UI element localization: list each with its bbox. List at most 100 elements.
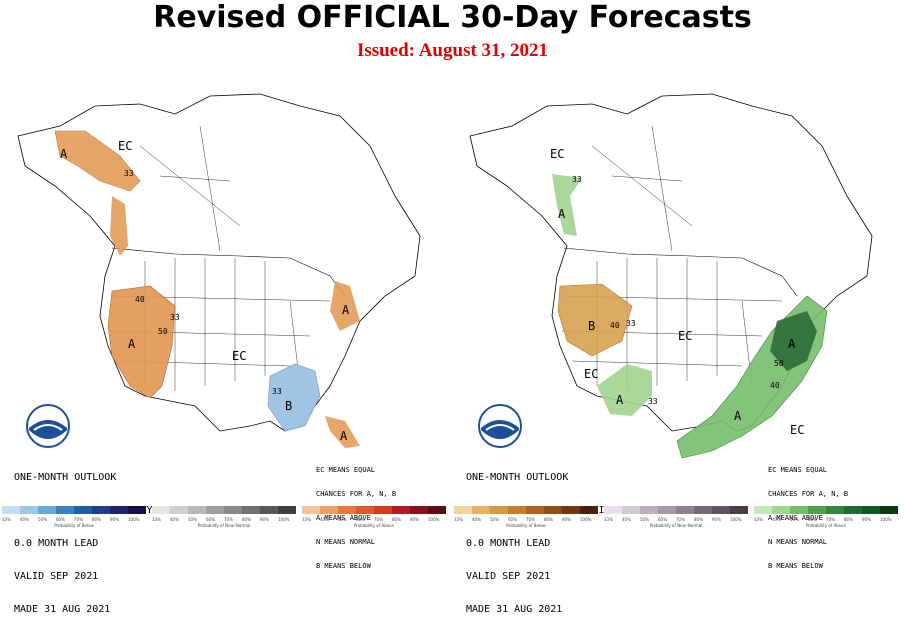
colorbar-tick: 50% — [640, 517, 649, 522]
noaa-logo — [26, 404, 70, 448]
map-label-b-south: B — [285, 399, 292, 413]
precipitation-colorbar: 33% 40% 50% 60% 70% 80% 90% 100% Probability of … — [454, 506, 902, 531]
colorbar-swatch — [880, 506, 898, 514]
colorbar-tick: 90% — [410, 517, 419, 522]
colorbar-swatch — [356, 506, 374, 514]
colorbar-swatch — [826, 506, 844, 514]
map-label-a-alaska: A — [60, 147, 68, 161]
colorbar-swatch — [110, 506, 128, 514]
colorbar-swatch — [56, 506, 74, 514]
map-label-a-southeast: A — [734, 409, 742, 423]
colorbar-swatch — [224, 506, 242, 514]
colorbar-caption: Probability of Near-Normal — [197, 523, 251, 528]
colorbar-tick: 50% — [790, 517, 799, 522]
colorbar-swatch — [2, 506, 20, 514]
colorbar-tick: 70% — [374, 517, 383, 522]
colorbar-tick: 40% — [320, 517, 329, 522]
colorbar-swatch — [604, 506, 622, 514]
colorbar-swatch — [320, 506, 338, 514]
colorbar-swatch — [128, 506, 146, 514]
colorbar-swatch — [844, 506, 862, 514]
colorbar-tick: 40% — [170, 517, 179, 522]
colorbar-tick: 90% — [260, 517, 269, 522]
precipitation-outlook-map: EC A 33 B 40 33 EC EC A 33 A 50 40 A EC … — [452, 86, 902, 615]
canada-us-border — [563, 247, 798, 297]
colorbar-swatch — [622, 506, 640, 514]
colorbar-tick: 50% — [38, 517, 47, 522]
colorbar-tick: 33% — [152, 517, 161, 522]
colorbar-tick: 60% — [56, 517, 65, 522]
map-label-40-east: 40 — [770, 381, 780, 390]
colorbar-tick: 50% — [188, 517, 197, 522]
map-label-a-east: A — [788, 337, 796, 351]
colorbar-swatch — [640, 506, 658, 514]
colorbar-tick: 70% — [676, 517, 685, 522]
map-label-33-southwest: 33 — [648, 397, 658, 406]
legend-line: EC MEANS EQUAL — [316, 466, 376, 474]
colorbar-swatch — [242, 506, 260, 514]
legend-line: A MEANS ABOVE — [768, 514, 823, 522]
outlook-line: ONE-MONTH OUTLOOK — [466, 472, 569, 483]
colorbar-tick: 80% — [92, 517, 101, 522]
west-below-region — [557, 283, 633, 357]
colorbar-swatch — [676, 506, 694, 514]
colorbar-tick: 70% — [526, 517, 535, 522]
colorbar-swatch — [206, 506, 224, 514]
map-label-ec-north: EC — [550, 147, 564, 161]
colorbar-swatch — [472, 506, 490, 514]
legend-line: EC MEANS EQUAL — [768, 466, 828, 474]
map-label-40-west: 40 — [135, 295, 145, 304]
colorbar-tick: 40% — [772, 517, 781, 522]
temperature-colorbar: 33% 40% 50% 60% 70% 80% 90% 100% Probability of … — [2, 506, 450, 531]
temperature-outlook-map: EC A 33 A 40 50 33 EC B 33 A A ONE-MONTH… — [0, 86, 450, 615]
outlook-line: VALID SEP 2021 — [14, 571, 99, 582]
colorbar-tick: 33% — [754, 517, 763, 522]
colorbar-swatch — [92, 506, 110, 514]
map-label-ec-central: EC — [678, 329, 692, 343]
colorbar-tick: 90% — [862, 517, 871, 522]
colorbar-tick: 90% — [110, 517, 119, 522]
colorbar-swatch — [260, 506, 278, 514]
legend-line: N MEANS NORMAL — [768, 538, 828, 546]
colorbar-caption: Probability of Near-Normal — [649, 523, 703, 528]
colorbar-swatch — [74, 506, 92, 514]
colorbar-tick: 60% — [658, 517, 667, 522]
map-label-ec-florida: EC — [790, 423, 804, 437]
colorbar-swatch — [278, 506, 296, 514]
map-label-a-florida: A — [340, 429, 348, 443]
colorbar-swatch — [490, 506, 508, 514]
alaska-above-region — [54, 130, 141, 192]
alaska-above-region — [552, 174, 582, 236]
colorbar-swatch — [562, 506, 580, 514]
colorbar-tick: 80% — [242, 517, 251, 522]
colorbar-swatch — [410, 506, 428, 514]
legend-line: B MEANS BELOW — [316, 562, 371, 570]
colorbar-swatch — [374, 506, 392, 514]
colorbar-swatch — [730, 506, 748, 514]
colorbar-caption: Probability of Above — [805, 523, 847, 528]
west-above-region — [107, 285, 176, 399]
colorbar-tick: 60% — [808, 517, 817, 522]
colorbar-swatch — [428, 506, 446, 514]
colorbar-swatch — [772, 506, 790, 514]
map-label-a-alaska: A — [558, 207, 566, 221]
issued-date: Issued: August 31, 2021 — [356, 40, 549, 61]
south-below-region — [267, 363, 321, 432]
map-label-33-west: 33 — [170, 313, 180, 322]
colorbar-swatch — [454, 506, 472, 514]
map-label-50-west: 50 — [158, 327, 168, 336]
pacific-coast-above-region — [110, 196, 128, 256]
noaa-logo — [478, 404, 522, 448]
map-label-b-west: B — [588, 319, 595, 333]
northeast-above-region — [330, 281, 360, 331]
colorbar-swatch — [508, 506, 526, 514]
map-label-33-west: 33 — [626, 319, 636, 328]
map-label-ec-north: EC — [118, 139, 132, 153]
map-label-a-northeast: A — [342, 303, 350, 317]
colorbar-swatch — [580, 506, 598, 514]
colorbar-tick: 100% — [128, 517, 140, 522]
temperature-map-svg: EC A 33 A 40 50 33 EC B 33 A A — [17, 93, 421, 448]
colorbar-tick: 60% — [356, 517, 365, 522]
outlook-line: ONE-MONTH OUTLOOK — [14, 472, 117, 483]
colorbar-tick: 40% — [472, 517, 481, 522]
